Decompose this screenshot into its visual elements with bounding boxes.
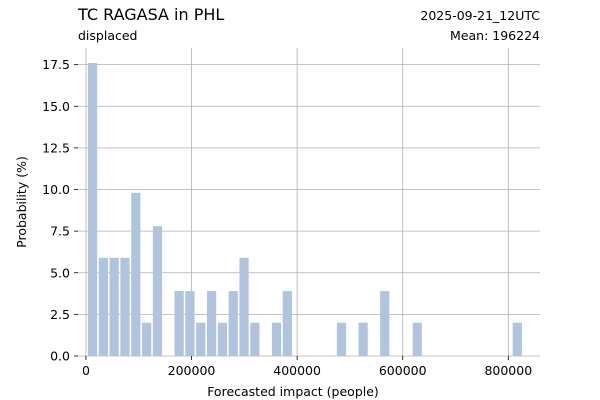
mean-value: Mean: 196224 [450,28,540,43]
y-tick-label: 0.0 [50,349,70,364]
histogram-bar [131,192,141,356]
x-tick-label: 600000 [379,363,427,378]
histogram-bar [282,291,292,356]
y-tick-label: 17.5 [42,57,70,72]
x-tick-label: 800000 [484,363,532,378]
y-axis-label: Probability (%) [14,156,29,248]
histogram-bar [336,322,347,356]
histogram-bar [206,291,217,356]
histogram-bar [87,62,98,356]
y-tick-label: 7.5 [50,224,70,239]
chart-title: TC RAGASA in PHL [77,5,224,24]
histogram-bar [271,322,282,356]
histogram-bar [185,291,195,356]
histogram-bar [196,322,206,356]
x-tick-label: 200000 [168,363,216,378]
forecast-date: 2025-09-21_12UTC [420,8,540,23]
histogram-bar [412,322,422,356]
histogram-bar [380,291,390,356]
y-tick-label: 5.0 [50,265,70,280]
bars [87,62,522,356]
x-axis-label: Forecasted impact (people) [207,384,379,399]
y-tick-label: 12.5 [42,140,70,155]
axes: 0.0 2.5 5.0 7.5 10.0 12.5 15.0 17.5 0 200000 40000… [42,57,532,378]
chart-subtitle: displaced [78,28,138,43]
histogram-bar [228,291,238,356]
histogram-bar [512,322,522,356]
histogram-bar [239,257,249,356]
histogram-bar [109,257,119,356]
histogram-bar [142,322,152,356]
x-tick-label: 0 [82,363,90,378]
x-tick-label: 400000 [273,363,321,378]
y-tick-label: 2.5 [50,307,70,322]
histogram-bar [358,322,368,356]
histogram-bar [217,322,228,356]
histogram-bar [250,322,260,356]
y-tick-label: 15.0 [42,99,70,114]
y-tick-label: 10.0 [42,182,70,197]
histogram-bar [98,257,108,356]
histogram-bar [174,291,184,356]
histogram-bar [152,226,163,356]
histogram-bar [120,257,130,356]
grid-lines [78,48,540,357]
